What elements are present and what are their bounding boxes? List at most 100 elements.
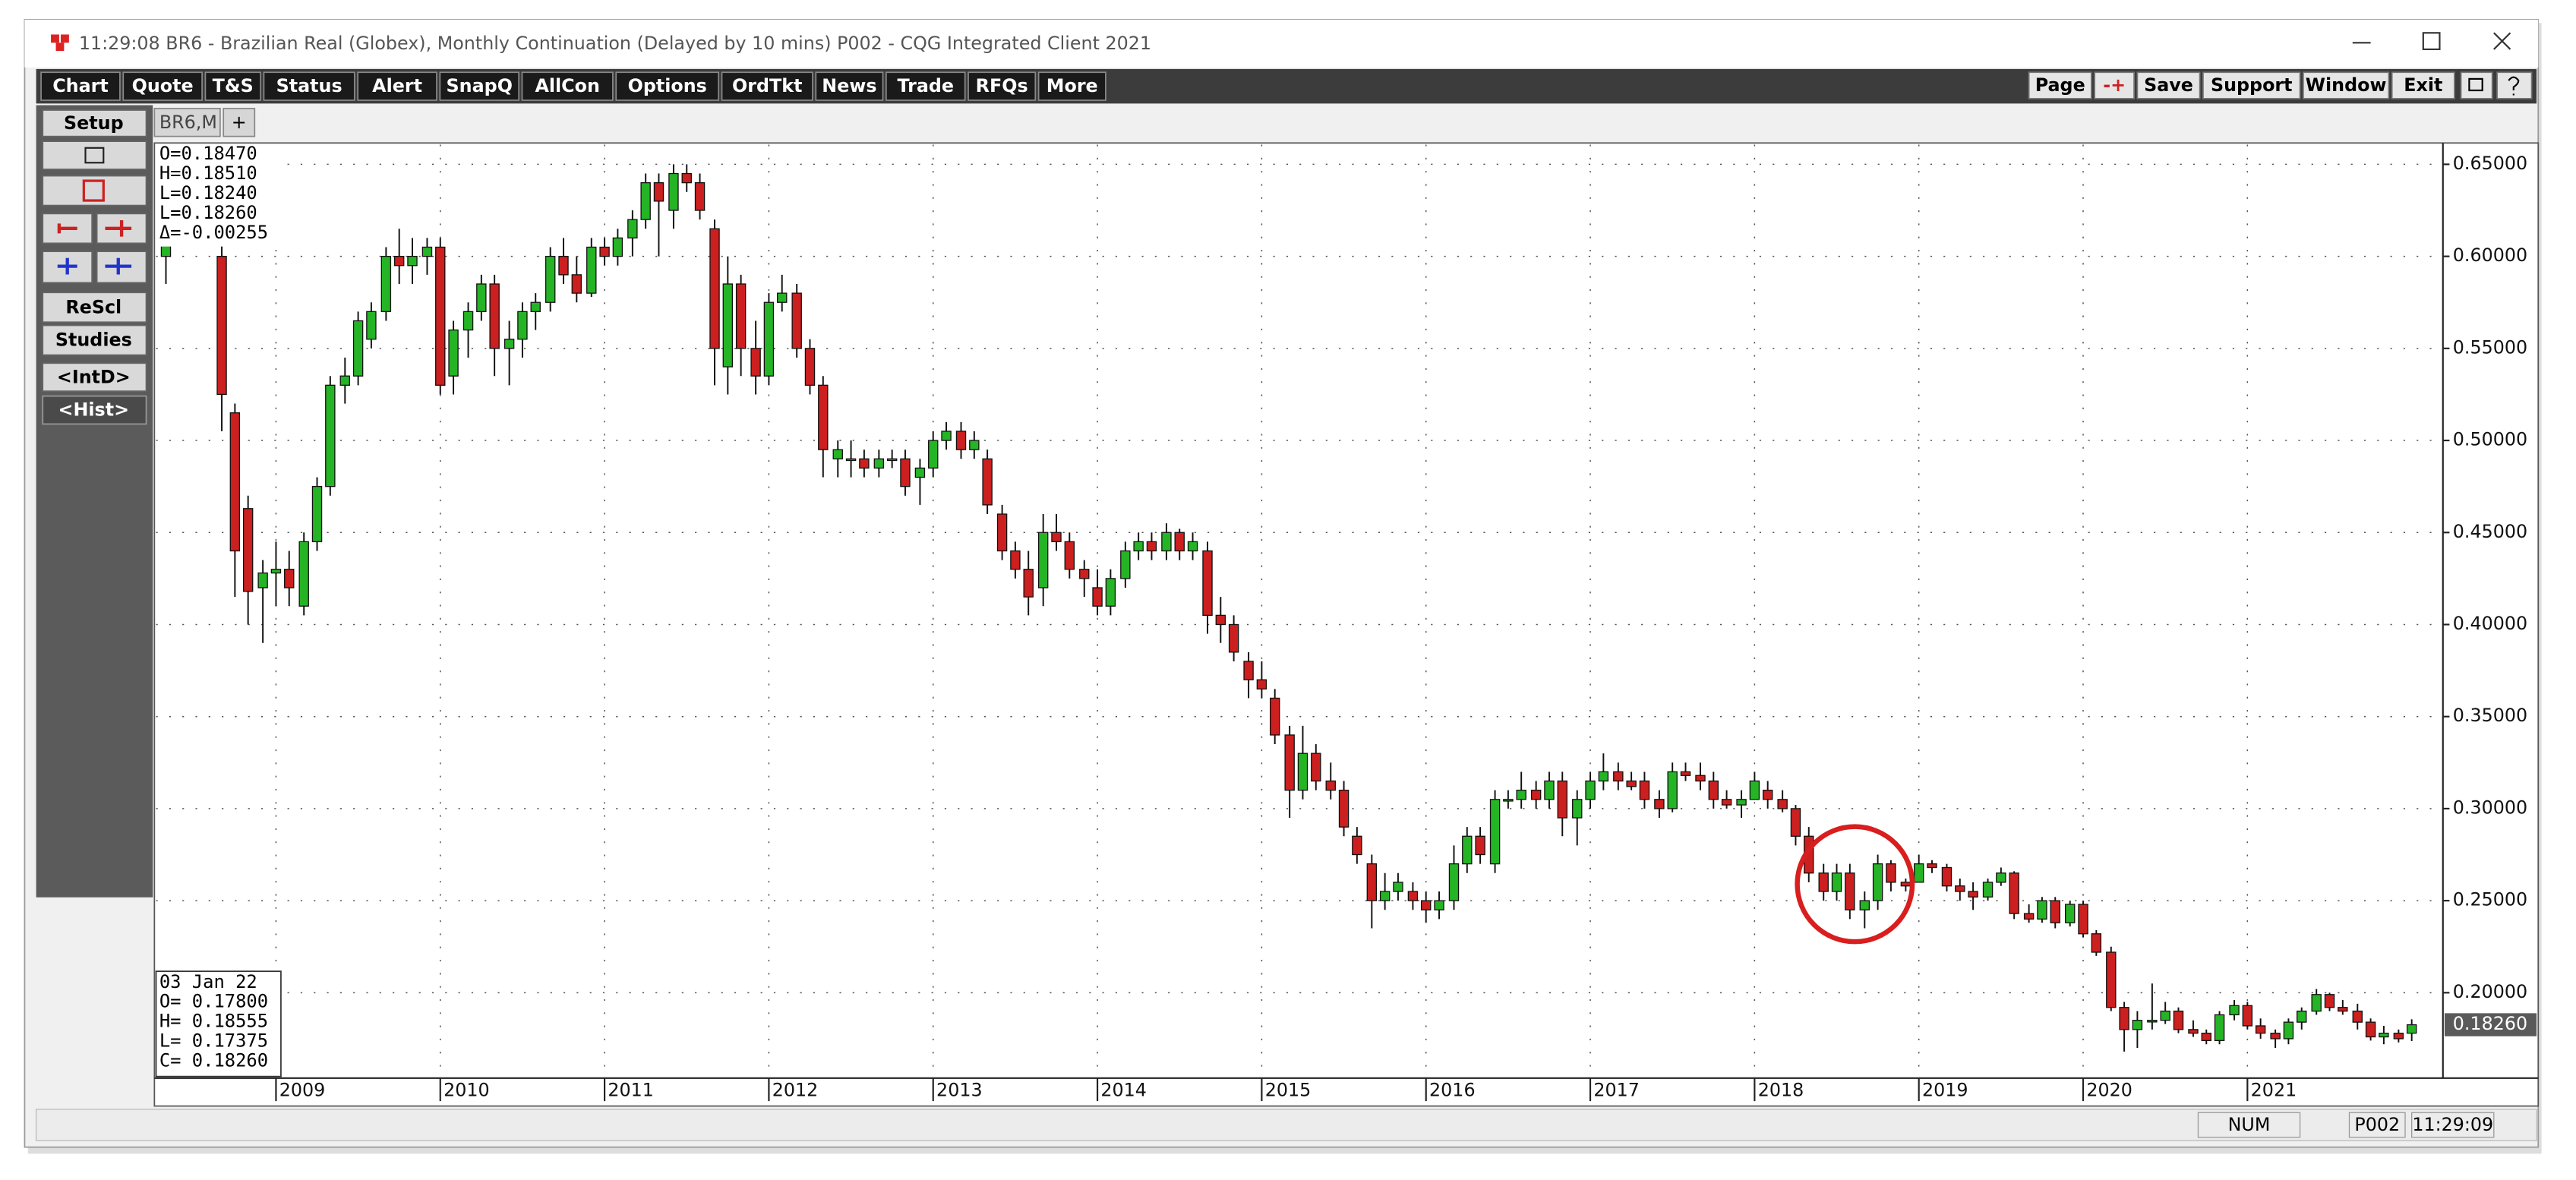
restore-icon [2468,77,2483,92]
candle-body [1818,872,1829,892]
toolbar-button[interactable] [886,71,966,101]
candle-body [2324,994,2335,1008]
history-label: <Hist> [58,399,129,421]
candle-body [242,508,254,592]
candle-body [2037,900,2047,920]
setup-label: Setup [64,112,124,134]
toolbar-button[interactable] [815,71,884,101]
maximize-button[interactable] [2422,32,2441,51]
toolbar-icons [2460,71,2533,99]
candle-body [722,283,734,368]
toolbar-button[interactable] [2028,71,2092,99]
candle-body [804,348,816,386]
candle-body [1845,872,1855,910]
status-text: P002 [2354,1114,2400,1135]
candle-body [1407,891,1419,901]
toolbar-button[interactable] [263,71,355,101]
candle-body [1777,799,1788,809]
rescale-button[interactable] [42,292,147,323]
toolbar-button[interactable] [2094,71,2135,99]
restore-button[interactable] [2460,71,2493,99]
candle-body [1667,771,1678,809]
candle-body [2188,1029,2199,1034]
candle-body [489,283,500,349]
candle-body [284,569,295,588]
toolbar-button[interactable] [2303,71,2390,99]
candle-body [1366,863,1378,901]
last-bar-box [155,970,282,1077]
y-tick-label: 0.60000 [2453,245,2527,266]
chart-tab[interactable] [153,107,221,137]
candle-body [1941,866,1953,887]
candle-body [530,301,541,312]
candle-body [216,255,227,396]
status-text: NUM [2228,1114,2271,1135]
candle-body [558,255,569,276]
scroll-icons [57,220,132,237]
candle-body [2201,1033,2211,1042]
toolbar-button[interactable] [615,71,720,101]
candle-body [694,181,706,211]
toolbar-button[interactable] [2136,71,2201,99]
toolbar-button-label: News [822,75,876,96]
toolbar-button[interactable] [40,71,121,101]
candle-body [1297,752,1309,791]
toolbar-button[interactable] [2391,71,2455,99]
intraday-button[interactable] [42,362,147,392]
intraday-label: <IntD> [57,366,131,387]
toolbar-button[interactable] [521,71,614,101]
setup-button[interactable] [42,109,147,137]
candle-body [2132,1020,2143,1030]
candle-body [1721,799,1732,806]
candle-body [1146,541,1157,552]
candle-body [612,237,623,257]
candle-body [1105,578,1116,607]
candle-body [735,283,747,349]
cursor-value: Δ=-0.00255 [159,222,268,243]
candle-body [1913,863,1924,883]
title-bar [24,19,2539,68]
y-tick-label: 0.30000 [2453,797,2527,818]
candle-body [1256,679,1267,689]
toolbar-button-label: Quote [132,75,194,96]
candle-body [586,246,597,294]
toolbar-button[interactable] [968,71,1037,101]
candle-body [763,301,775,377]
close-button[interactable] [2493,32,2511,50]
toolbar-button[interactable] [204,71,261,101]
candle-body [2147,1020,2158,1023]
candle-body [1462,835,1473,865]
candle-body [352,320,364,377]
candle-body [2050,900,2060,923]
candle-body [1187,541,1198,552]
toolbar-button[interactable] [721,71,813,101]
print-button[interactable] [42,140,147,170]
candle-body [1023,569,1034,598]
y-tick-label: 0.65000 [2453,153,2527,174]
toolbar-button[interactable] [1037,71,1106,101]
candle-body [1708,780,1719,800]
candle-body [1544,780,1555,800]
toolbar-button[interactable] [2202,71,2301,99]
candle-body [928,440,939,469]
candle-body [421,246,433,257]
candle-body [476,283,487,312]
toolbar-button[interactable] [439,71,520,101]
x-tick-label: 2009 [279,1080,326,1101]
toolbar-button[interactable] [357,71,437,101]
candle-body [1996,872,2006,883]
toolbar-button-label: Window [2306,74,2387,96]
studies-button[interactable] [42,324,147,356]
new-tab-button[interactable] [223,107,256,137]
candle-body [791,292,802,349]
candle-body [571,274,582,294]
last-price-box [2444,1013,2537,1036]
candle-body [1736,799,1747,806]
toolbar-button-label: T&S [213,75,254,96]
x-tick-label: 2017 [1593,1080,1640,1101]
candle-body [2379,1033,2389,1038]
candle-body [1475,835,1485,856]
history-button[interactable] [42,395,147,425]
candle-body [1434,900,1444,910]
toolbar-button[interactable] [122,71,203,101]
